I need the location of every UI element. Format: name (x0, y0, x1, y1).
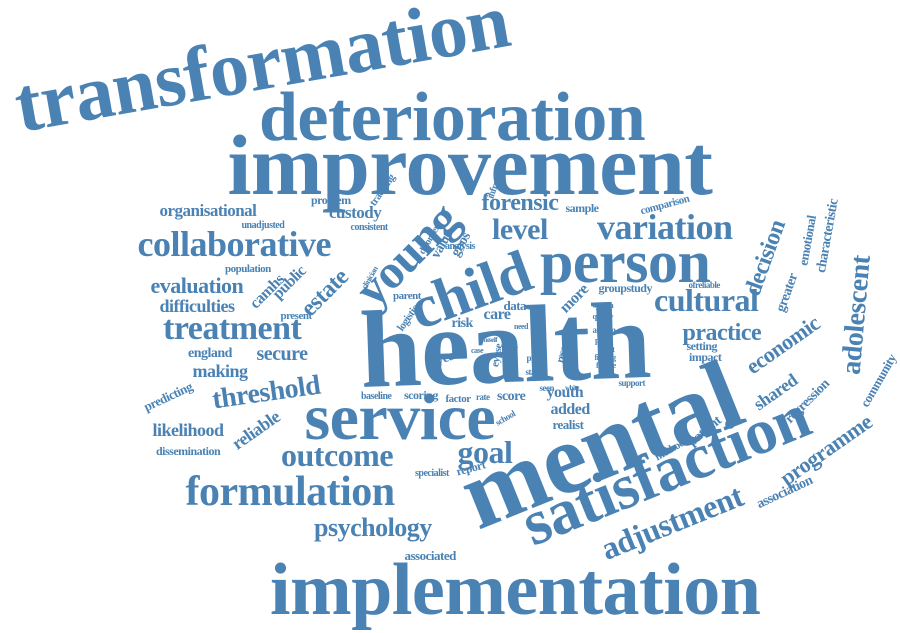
word-system: system (593, 301, 614, 310)
word-deterioration: deterioration (259, 79, 646, 156)
word-cultural: cultural (654, 282, 759, 318)
word-realist: realist (552, 416, 584, 432)
word-unadjusted: unadjusted (241, 220, 285, 231)
word-custody: custody (329, 202, 382, 222)
word-collaborative: collaborative (137, 224, 332, 264)
word-reliable: reliable (228, 406, 284, 454)
word-organisational: organisational (159, 200, 257, 220)
word-case: case (471, 346, 484, 355)
word-finding: finding (594, 353, 616, 362)
word-white: white (565, 383, 579, 392)
word-present: present (280, 309, 313, 322)
word-service: service (304, 381, 496, 454)
word-likelihood: likelihood (152, 420, 225, 440)
word-dissemination: dissemination (156, 444, 221, 458)
word-sample: sample (565, 201, 600, 215)
word-variation: variation (597, 207, 733, 247)
word-groupstudy: groupstudy (598, 281, 653, 295)
word-rate: rate (476, 391, 490, 402)
word-impact: impact (689, 350, 722, 364)
word-site: site (508, 343, 518, 352)
word-staff: staff (525, 366, 541, 377)
word-score: score (497, 389, 526, 404)
word-risk: risk (451, 316, 474, 331)
word-consistent: consistent (350, 222, 389, 233)
word-factor: factor (445, 392, 472, 405)
word-emotional: emotional (795, 213, 819, 267)
word-result: result (598, 345, 615, 354)
word-implementation: implementation (270, 549, 761, 631)
word-treatment: treatment (163, 310, 302, 347)
word-goal: goal (457, 434, 513, 470)
word-england: england (188, 346, 232, 361)
word-care: care (483, 306, 512, 323)
word-female: female (596, 361, 616, 370)
word-ofreliable: ofreliable (688, 279, 721, 290)
word-need: need (514, 322, 529, 331)
word-youth: youth (546, 384, 584, 401)
word-added: added (550, 401, 591, 418)
word-data: data (503, 297, 527, 313)
word-analysis: analysis (445, 241, 475, 252)
word-adolescent: adolescent (835, 254, 877, 376)
word-secure: secure (256, 343, 309, 365)
word-difficulties: difficulties (159, 296, 236, 316)
word-practice: practice (682, 320, 762, 346)
word-outcome: outcome (281, 437, 394, 473)
word-baseline: baseline (361, 391, 392, 402)
word-problem: problem (311, 193, 351, 207)
word-parent: parent (393, 289, 421, 302)
word-time: time (478, 335, 491, 344)
word-setting: setting (686, 339, 718, 353)
word-greater: greater (773, 271, 802, 315)
word-improvement: improvement (227, 117, 713, 213)
word-self: self (489, 335, 498, 344)
word-associated: associated (404, 547, 457, 563)
word-proc: proc (526, 352, 543, 363)
word-characteristic: characteristic (813, 197, 842, 274)
word-person: person (540, 229, 711, 295)
word-level: level (492, 213, 548, 246)
word-quality: quality (592, 312, 614, 321)
word-population: population (225, 262, 271, 275)
word-autism: autism (592, 324, 617, 335)
word-paper: paper (595, 336, 613, 345)
word-evaluation: evaluation (150, 273, 244, 298)
word-predicting: predicting (141, 378, 195, 414)
word-scoring: scoring (404, 388, 438, 402)
word-making: making (192, 361, 249, 381)
word-formulation: formulation (185, 469, 396, 515)
word-specialist: specialist (415, 468, 449, 479)
word-seen: seen (539, 382, 555, 393)
word-forensic: forensic (481, 190, 559, 216)
word-support: support (618, 377, 646, 388)
word-psychology: psychology (314, 513, 432, 542)
